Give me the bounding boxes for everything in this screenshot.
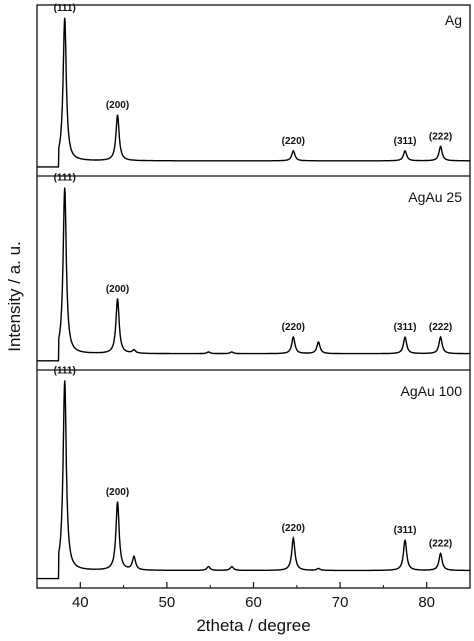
- diffraction-trace: [37, 380, 470, 580]
- x-tick-label: 50: [159, 594, 176, 611]
- peak-label: (220): [282, 136, 305, 147]
- diffraction-trace: [37, 17, 470, 168]
- panel-1: (111) (200) (220) (311) (222) Ag: [37, 3, 470, 168]
- x-tick-label: 80: [418, 594, 435, 611]
- x-axis-title: 2theta / degree: [196, 616, 310, 635]
- peak-label: (311): [394, 136, 417, 147]
- peak-label: (222): [429, 538, 452, 549]
- panel-3: (111) (200) (220) (311) (222) AgAu 100: [37, 366, 470, 580]
- x-tick-label: 40: [72, 594, 89, 611]
- diffraction-trace: [37, 187, 470, 362]
- panel-sample-label: AgAu 100: [401, 383, 463, 399]
- peak-label: (220): [282, 523, 305, 534]
- peak-label: (200): [106, 487, 129, 498]
- panel-2: (111) (200) (220) (311) (222) AgAu 25: [37, 173, 470, 362]
- panel-sample-label: Ag: [445, 12, 462, 28]
- x-tick-label: 70: [332, 594, 349, 611]
- x-tick-label: 60: [245, 594, 262, 611]
- peak-label: (311): [394, 525, 417, 536]
- peak-label: (220): [282, 322, 305, 333]
- y-axis-title: Intensity / a. u.: [5, 241, 24, 352]
- peak-label: (200): [106, 284, 129, 295]
- peak-label: (111): [54, 366, 76, 377]
- plot-frame: [36, 4, 471, 589]
- peak-label: (111): [54, 173, 76, 184]
- peak-label: (200): [106, 100, 129, 111]
- peak-label: (311): [394, 322, 417, 333]
- panel-sample-label: AgAu 25: [408, 189, 462, 205]
- peak-label: (111): [54, 3, 76, 14]
- peak-label: (222): [429, 132, 452, 143]
- peak-label: (222): [429, 322, 452, 333]
